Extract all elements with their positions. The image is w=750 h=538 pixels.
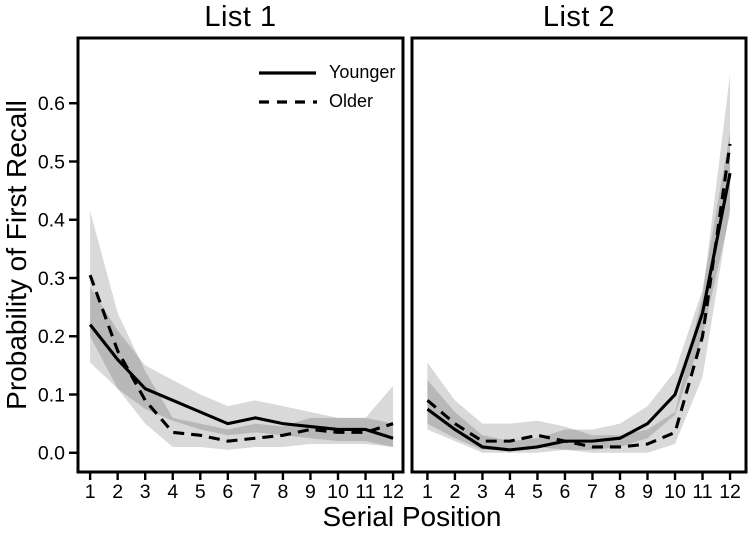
serial-position-recall-chart: 1 2 3 4 5 6 7 8 9 10 11 120.00.10.20.30.40.50.61 2 3 4… [38,36,748,503]
panel2-x-tick-label: 3 [477,481,488,503]
legend-item-younger: Younger [258,58,395,87]
panel-title-list-1: List 1 [204,1,277,33]
panel2-line-older [426,143,732,449]
panel1-x-tick-label: 7 [250,481,261,503]
legend-item-older: Older [258,87,395,116]
panel1-x-tick-label: 5 [195,481,206,503]
x-axis-label: Serial Position [322,501,502,532]
panel-title-list-2: List 2 [542,1,616,33]
panel2-line-younger [426,172,732,452]
legend-line-solid-icon [259,70,316,75]
panel2-x-tick-label: 2 [449,481,460,503]
panel1-y-tick-label: 0.3 [38,268,65,290]
panel1-x-tick-label: 1 [85,481,96,503]
panel2-x-tick-label: 11 [692,481,712,503]
panel2-x-tick-label: 12 [719,481,741,503]
panel2-x-tick-label: 1 [422,481,433,503]
panel2-x-tick-label: 10 [664,481,686,503]
panel1-x-tick-label: 12 [382,481,404,503]
panel1-x-tick-label: 6 [222,481,233,503]
panel1-y-tick-label: 0.1 [38,384,65,406]
legend-label-younger: Younger [329,62,396,82]
panel2-x-tick-label: 8 [615,481,626,503]
panel1-band-younger [90,286,394,447]
panel1-y-tick-label: 0.6 [38,93,65,115]
panel1-y-tick-label: 0.4 [38,210,65,232]
legend: Younger Older [258,58,395,116]
panel1-x-tick-label: 9 [305,481,316,503]
panel1-line-older [88,274,394,443]
panel1-x-tick-label: 2 [112,481,123,503]
legend-line-dashed-icon [259,99,317,104]
panel2-x-tick-label: 4 [505,481,516,503]
panel2-x-tick-label: 5 [532,481,543,503]
panel1-x-tick-label: 4 [167,481,178,503]
panel1-y-tick-label: 0.2 [38,326,65,348]
panel2-x-tick-label: 7 [587,481,598,503]
panel2-band-younger [427,132,731,453]
panel1-y-tick-label: 0.5 [38,151,65,173]
panel2-x-tick-label: 9 [642,481,653,503]
panel2-x-tick-label: 6 [560,481,571,503]
panel1-frame [76,36,405,474]
panel1-x-tick-label: 8 [277,481,288,503]
legend-label-older: Older [329,91,374,111]
panel1-band-older [90,211,394,450]
panel2-frame [410,36,748,474]
panel2-band-older [427,74,731,453]
panel1-x-tick-label: 10 [327,481,349,503]
panel1-y-tick-label: 0.0 [38,443,65,465]
panel1-line-younger [88,323,394,440]
panel1-x-tick-label: 11 [355,481,375,503]
panel1-x-tick-label: 3 [140,481,151,503]
